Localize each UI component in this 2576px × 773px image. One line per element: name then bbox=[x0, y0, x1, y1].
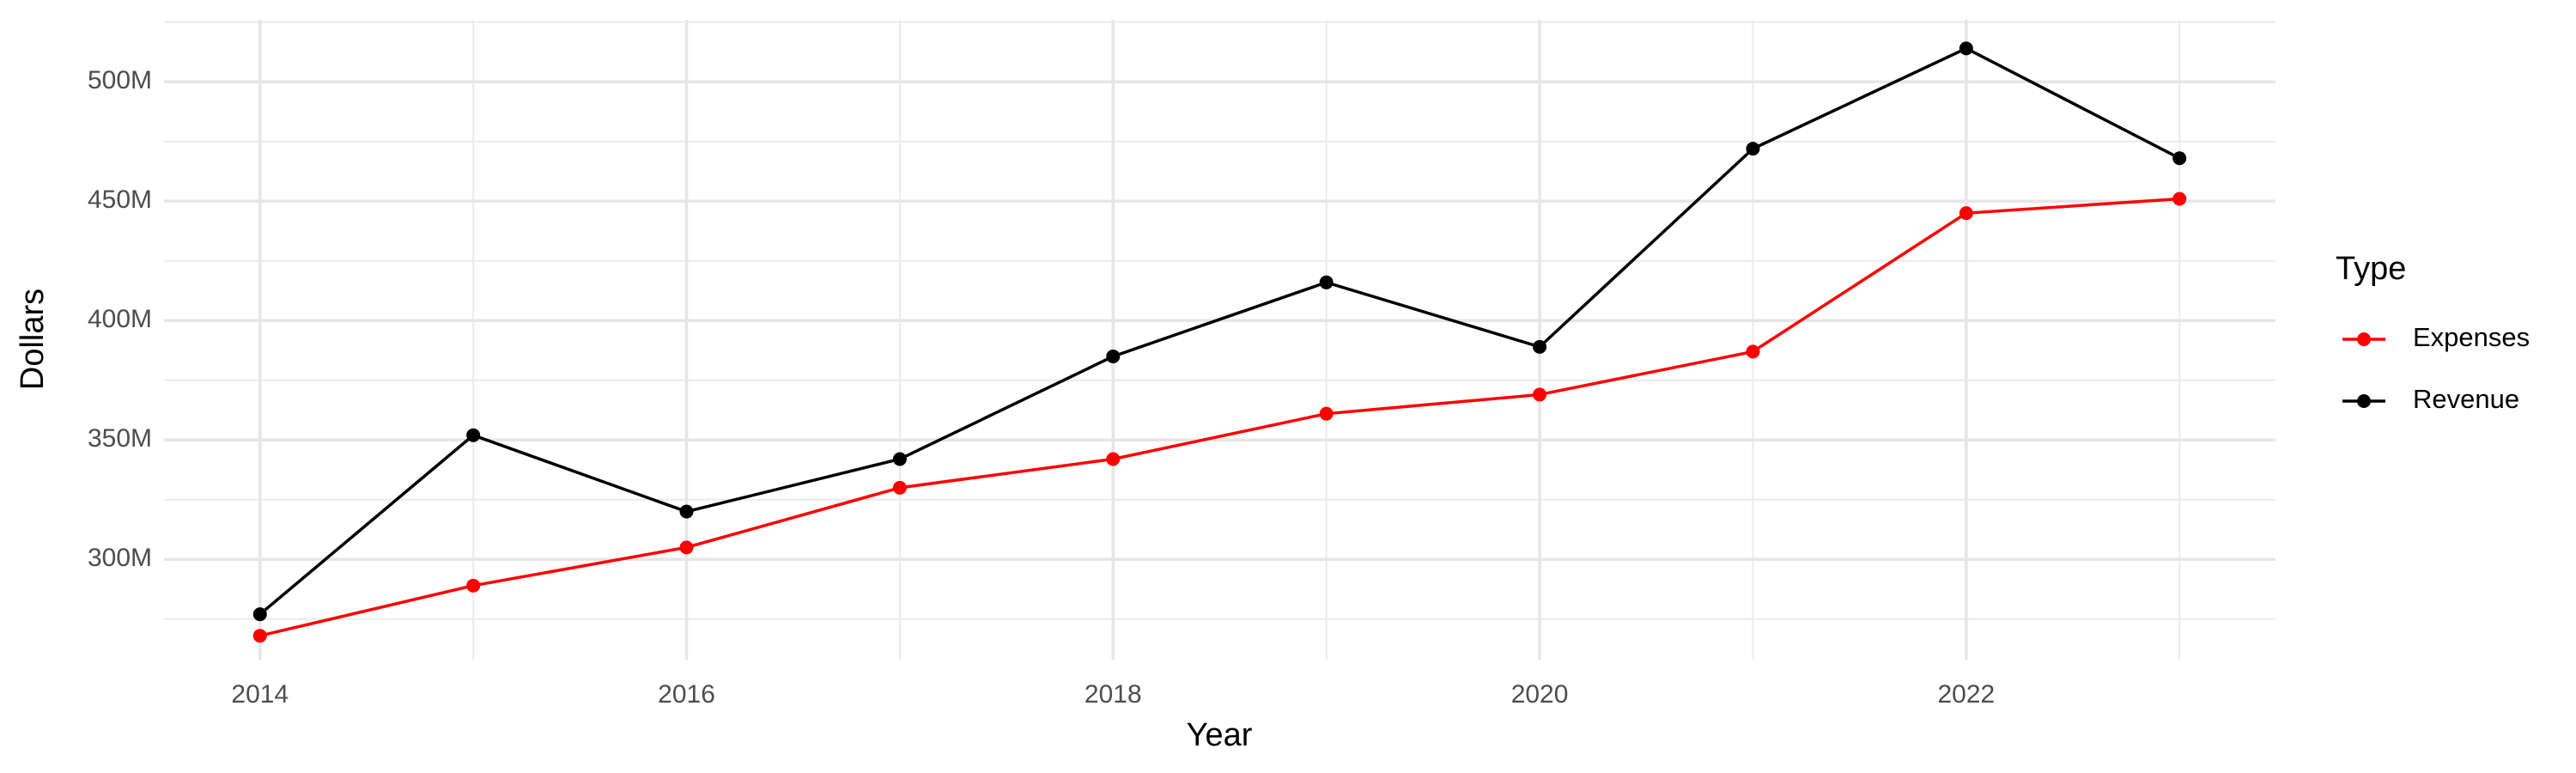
data-point bbox=[252, 607, 267, 622]
legend-point bbox=[2357, 394, 2371, 408]
data-point bbox=[679, 504, 694, 519]
data-point bbox=[1959, 41, 1973, 56]
legend-label: Revenue bbox=[2413, 384, 2519, 414]
x-tick-label: 2016 bbox=[658, 680, 715, 709]
legend-title: Type bbox=[2336, 251, 2406, 287]
data-point bbox=[679, 540, 694, 555]
data-point bbox=[466, 578, 481, 593]
data-point bbox=[1319, 275, 1334, 289]
data-point bbox=[892, 480, 907, 495]
x-tick-label: 2018 bbox=[1084, 680, 1142, 709]
x-tick-label: 2020 bbox=[1511, 680, 1569, 709]
series-line bbox=[258, 46, 2181, 616]
data-point bbox=[252, 629, 267, 643]
data-point bbox=[1106, 349, 1121, 363]
data-point bbox=[2172, 192, 2187, 206]
y-tick-label: 350M bbox=[88, 424, 152, 453]
data-point bbox=[1746, 344, 1760, 359]
data-point bbox=[892, 452, 907, 466]
data-point bbox=[1319, 406, 1334, 421]
data-point bbox=[1533, 387, 1547, 402]
data-point bbox=[1959, 206, 1973, 221]
x-axis-title: Year bbox=[1187, 717, 1253, 753]
y-axis-title: Dollars bbox=[15, 289, 51, 390]
series-line bbox=[259, 197, 2180, 637]
y-tick-label: 400M bbox=[88, 305, 152, 333]
x-tick-label: 2014 bbox=[231, 680, 289, 709]
data-point bbox=[1533, 339, 1547, 354]
x-tick-label: 2022 bbox=[1937, 680, 1995, 709]
data-point bbox=[466, 428, 481, 442]
y-tick-label: 300M bbox=[88, 544, 152, 572]
data-point bbox=[1746, 142, 1760, 156]
data-point bbox=[2172, 151, 2187, 166]
y-tick-label: 450M bbox=[88, 186, 152, 214]
y-tick-label: 500M bbox=[88, 66, 152, 94]
legend-label: Expenses bbox=[2413, 322, 2530, 352]
legend-point bbox=[2357, 332, 2371, 346]
data-point bbox=[1106, 452, 1121, 466]
